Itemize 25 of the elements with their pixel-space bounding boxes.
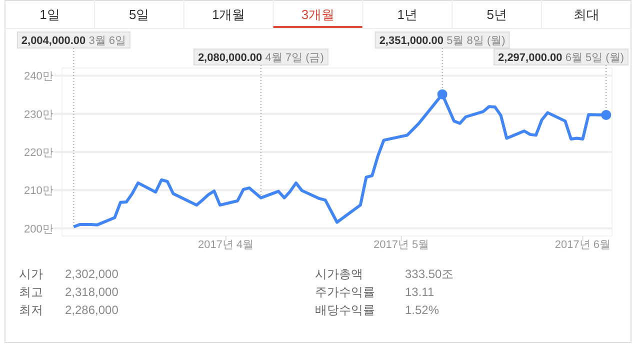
text: 1개월: [212, 7, 246, 22]
x-tick-label: 2017년 5월: [374, 239, 430, 251]
annotation: 2,297,000.00 6월 5일 (월): [498, 52, 624, 64]
text: 3개월: [301, 7, 335, 22]
annotation: 2,351,000.00 5월 8일 (월): [379, 35, 506, 47]
y-tick-label: 220만: [24, 147, 54, 159]
text: 주가수익률 13.11: [315, 285, 434, 299]
text: 배당수익률 1.52%: [315, 303, 440, 317]
y-tick-label: 230만: [24, 108, 54, 121]
y-tick-label: 200만: [24, 223, 54, 236]
text: 시가총액 333.50조: [315, 267, 454, 281]
text: 5일: [129, 7, 150, 22]
text: 최고 2,318,000: [19, 285, 118, 299]
text: 최저 2,286,000: [19, 303, 118, 317]
x-tick-label: 2017년 6월: [554, 239, 611, 251]
annotation: 2,080,000.00 4월 7일 (금): [198, 52, 324, 64]
text: 5년: [486, 7, 507, 22]
text: 1일: [40, 7, 60, 22]
y-tick-label: 210만: [24, 185, 54, 198]
text: 최대: [573, 7, 600, 22]
annotation: 2,004,000.00 3월 6일: [21, 35, 126, 47]
text: 시가 2,302,000: [19, 267, 118, 281]
x-tick-label: 2017년 4월: [198, 239, 254, 251]
text: 1년: [397, 7, 418, 22]
y-tick-label: 240만: [24, 70, 54, 83]
